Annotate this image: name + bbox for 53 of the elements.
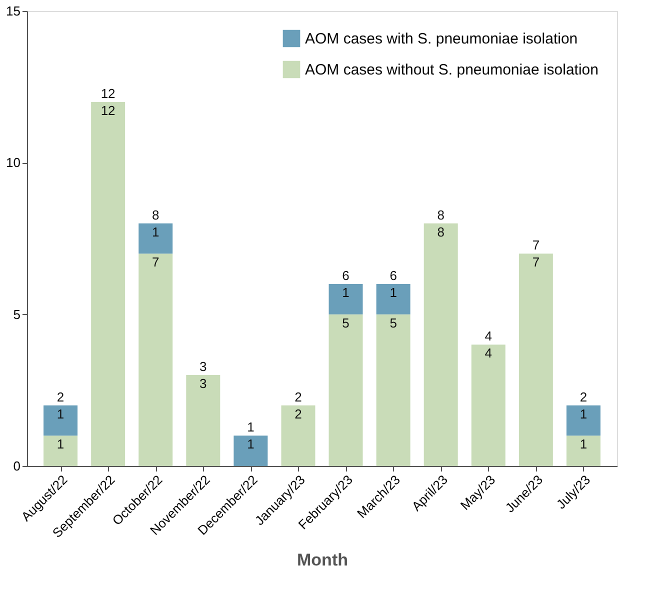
bar (376, 314, 410, 466)
total-label: 4 (484, 328, 492, 344)
y-tick-label: 5 (13, 306, 20, 322)
bar (376, 284, 410, 314)
total-label: 2 (56, 389, 64, 404)
x-axis-title: Month (297, 550, 348, 570)
data-label: 1 (342, 285, 350, 300)
bar (566, 436, 600, 466)
data-label: 7 (152, 254, 160, 270)
data-label: 1 (56, 406, 64, 422)
bar (281, 405, 316, 466)
total-label: 2 (580, 389, 588, 404)
data-label: 4 (484, 346, 492, 361)
legend-label: AOM cases with S. pneumoniae isolation (305, 30, 578, 48)
bar (471, 344, 506, 466)
data-label: 1 (580, 436, 588, 452)
data-label: 1 (247, 436, 254, 452)
data-label: 5 (390, 315, 397, 330)
bar (424, 223, 458, 466)
bar (566, 405, 600, 436)
data-label: 12 (100, 103, 116, 118)
bar (328, 284, 363, 314)
total-label: 6 (342, 268, 350, 283)
bar (44, 405, 78, 436)
y-tick-label: 15 (6, 4, 20, 18)
data-label: 7 (532, 254, 540, 270)
data-label: 1 (56, 436, 64, 452)
data-label: 5 (342, 315, 350, 330)
total-label: 1 (247, 420, 254, 435)
y-tick-label: 0 (13, 458, 20, 474)
total-label: 7 (532, 238, 540, 253)
bar (186, 375, 220, 466)
data-label: 3 (200, 376, 207, 391)
total-label: 2 (294, 389, 302, 404)
total-label: 8 (152, 207, 160, 222)
bar (518, 254, 553, 466)
data-label: 1 (580, 406, 588, 422)
data-label: 1 (390, 285, 397, 300)
bar (328, 314, 363, 466)
bar (44, 436, 78, 466)
bar (234, 436, 268, 466)
total-label: 8 (437, 207, 444, 222)
y-tick-label: 10 (6, 155, 20, 170)
bar (138, 254, 173, 466)
total-label: 12 (100, 86, 116, 101)
data-label: 2 (294, 406, 302, 422)
bar (138, 223, 173, 254)
total-label: 3 (200, 359, 207, 374)
data-label: 1 (152, 224, 160, 240)
data-label: 8 (437, 224, 444, 240)
legend-label: AOM cases without S. pneumoniae isolation (305, 62, 598, 78)
bar (91, 102, 126, 466)
total-label: 6 (390, 268, 397, 283)
